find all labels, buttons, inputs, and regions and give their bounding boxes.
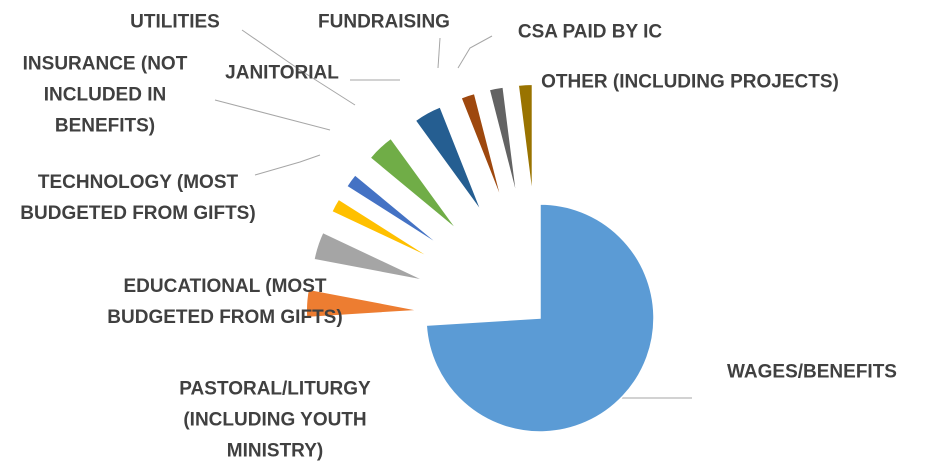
leader-line xyxy=(457,35,493,69)
pie-slice xyxy=(414,105,483,214)
pie-slice xyxy=(313,231,427,282)
pie-slice xyxy=(345,173,444,249)
slice-label: WAGES/BENEFITS xyxy=(727,361,897,383)
slice-label: UTILITIES xyxy=(130,11,220,33)
slice-label: PASTORAL/LITURGY (INCLUDING YOUTH MINIST… xyxy=(179,378,371,462)
pie-slice xyxy=(459,92,504,205)
slice-label: EDUCATIONAL (MOST BUDGETED FROM GIFTS) xyxy=(107,276,343,328)
leader-line xyxy=(254,154,321,176)
pie-slice xyxy=(368,137,459,232)
pie-slice xyxy=(425,203,655,433)
slice-label: INSURANCE (NOT INCLUDED IN BENEFITS) xyxy=(22,53,188,137)
slice-label: TECHNOLOGY (MOST BUDGETED FROM GIFTS) xyxy=(20,172,256,224)
leader-line xyxy=(241,29,356,106)
slice-label: FUNDRAISING xyxy=(318,11,450,33)
pie-slice xyxy=(517,83,534,199)
leader-line xyxy=(437,37,441,69)
pie-slice xyxy=(488,86,519,201)
pie-slice xyxy=(305,288,421,319)
leader-line xyxy=(214,99,331,131)
pie-slice xyxy=(330,198,436,261)
slice-label: JANITORIAL xyxy=(225,62,339,84)
slice-label: CSA PAID BY IC xyxy=(517,21,663,43)
slice-label: OTHER (INCLUDING PROJECTS) xyxy=(541,71,839,93)
